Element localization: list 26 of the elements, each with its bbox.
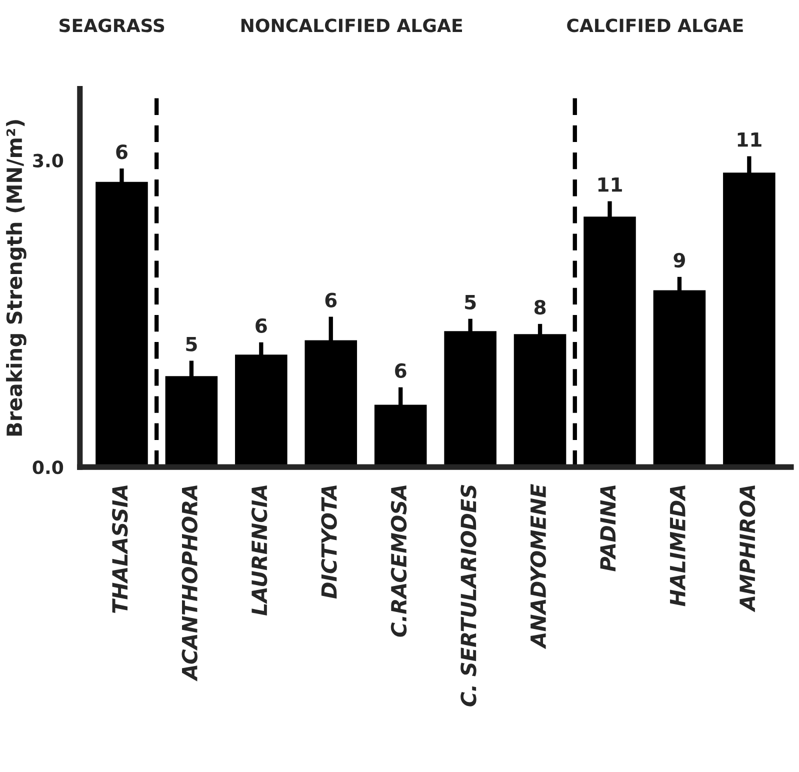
- annotation: 9: [674, 252, 685, 268]
- x-tick-label: THALASSIA: [112, 485, 128, 614]
- y-tick-label: 0.0: [32, 460, 64, 474]
- x-tick-label: C.RACEMOSA: [390, 485, 407, 637]
- y-tick-label: 3.0: [33, 154, 64, 168]
- annotation: 5: [465, 295, 476, 310]
- text: SEAGRASS: [60, 18, 164, 32]
- text: CALCIFIED ALGAE: [567, 18, 743, 32]
- y-axis-title: Breaking Strength (MN/m²): [6, 120, 26, 436]
- annotation: 11: [738, 132, 762, 147]
- annotation: 11: [598, 177, 622, 192]
- x-tick-label: DICTYOTA: [321, 485, 337, 599]
- x-tick-label: ACANTHOPHORA: [182, 485, 198, 682]
- annotation: 6: [325, 292, 337, 308]
- x-tick-label: PADINA: [600, 485, 616, 572]
- annotation: 5: [186, 336, 197, 352]
- annotation: 6: [116, 144, 128, 160]
- x-tick-label: HALIMEDA: [670, 485, 686, 606]
- annotation: 6: [395, 363, 406, 378]
- x-tick-label: C. SERTULARIODES: [460, 484, 476, 706]
- text: NONCALCIFIED ALGAE: [241, 18, 462, 32]
- annotation: 8: [534, 300, 546, 315]
- x-tick-label: AMPHIROA: [739, 485, 756, 612]
- x-tick-label: LAURENCIA: [251, 485, 268, 616]
- x-tick-label: ANADYOMENE: [530, 484, 546, 650]
- annotation: 6: [256, 318, 267, 334]
